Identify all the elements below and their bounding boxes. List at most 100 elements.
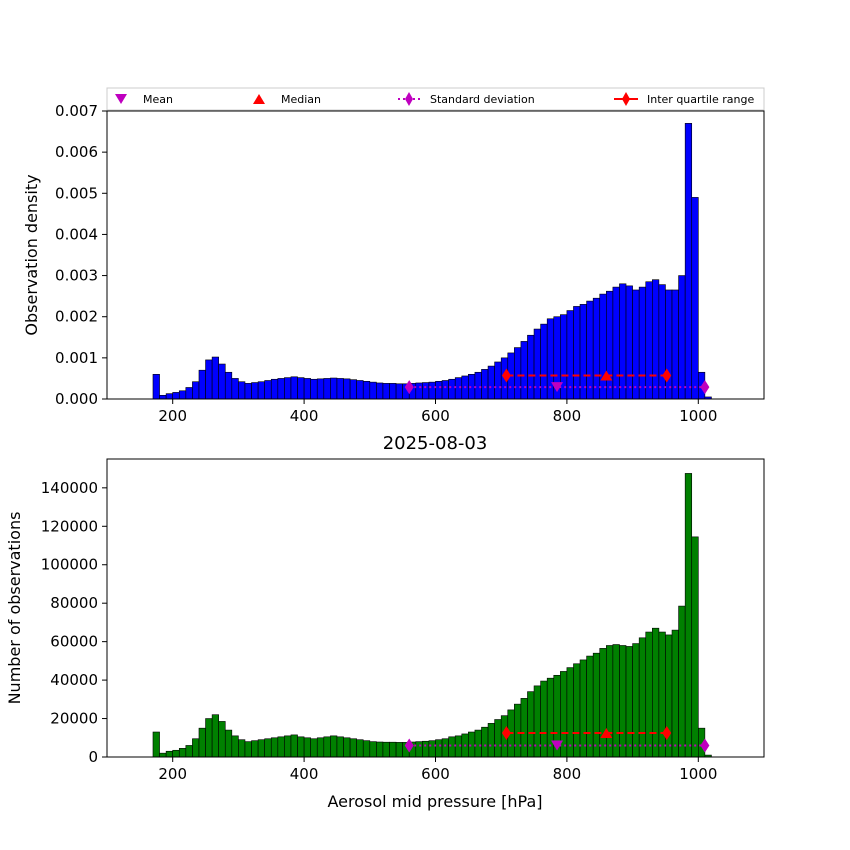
count-bar bbox=[638, 637, 647, 758]
density-bar bbox=[658, 284, 666, 400]
count-bar bbox=[343, 737, 351, 758]
count-y-tick-label: 20000 bbox=[50, 710, 98, 728]
count-bar bbox=[178, 748, 187, 758]
density-y-tick-label: 0.007 bbox=[55, 102, 98, 120]
count-bar bbox=[192, 738, 200, 758]
count-bar bbox=[290, 734, 298, 758]
density-bar bbox=[362, 381, 371, 400]
density-bar bbox=[303, 378, 311, 400]
density-bar bbox=[330, 377, 338, 400]
count-y-tick-label: 60000 bbox=[50, 633, 98, 651]
count-bar bbox=[362, 740, 371, 758]
density-bar bbox=[638, 286, 647, 400]
density-y-tick-label: 0.005 bbox=[55, 184, 98, 202]
count-bar bbox=[566, 667, 574, 758]
count-bar bbox=[652, 627, 660, 758]
density-y-tick-label: 0.003 bbox=[55, 267, 98, 285]
density-bar bbox=[310, 378, 318, 400]
count-mean-marker bbox=[551, 740, 564, 751]
count-bar bbox=[185, 745, 193, 758]
legend-mean-label: Mean bbox=[143, 93, 173, 106]
count-bar bbox=[330, 735, 338, 758]
legend-std-label: Standard deviation bbox=[430, 93, 535, 106]
count-bar bbox=[336, 736, 344, 758]
density-iqr-high-marker bbox=[662, 368, 672, 383]
count-bar bbox=[619, 645, 627, 758]
density-bar bbox=[211, 356, 219, 400]
density-y-tick-label: 0.000 bbox=[55, 390, 98, 408]
count-bar bbox=[270, 737, 279, 758]
density-bar bbox=[231, 378, 239, 400]
density-bar bbox=[198, 369, 206, 400]
count-bar bbox=[612, 644, 620, 758]
count-y-tick-label: 100000 bbox=[41, 556, 98, 574]
density-bar bbox=[573, 306, 581, 400]
density-bar bbox=[533, 328, 541, 400]
density-bar bbox=[172, 392, 180, 400]
density-bar bbox=[251, 382, 259, 400]
density-bar bbox=[244, 383, 252, 400]
count-bar bbox=[428, 740, 436, 758]
density-std-high-marker bbox=[700, 380, 710, 395]
count-bar bbox=[159, 752, 167, 758]
count-bar bbox=[224, 729, 233, 758]
count-y-tick-label: 140000 bbox=[41, 479, 98, 497]
density-bar bbox=[277, 378, 285, 400]
count-bar bbox=[349, 738, 357, 758]
density-bar bbox=[435, 381, 443, 400]
count-std-low-marker bbox=[404, 738, 414, 753]
count-bar bbox=[645, 631, 653, 758]
density-bar bbox=[586, 300, 594, 400]
legend: Mean Median Standard deviation Inter qua… bbox=[106, 87, 765, 111]
density-x-tick-label: 1000 bbox=[679, 407, 717, 425]
count-bar bbox=[395, 742, 403, 758]
density-x-tick-label: 200 bbox=[158, 407, 187, 425]
count-bar bbox=[257, 739, 265, 758]
count-bar bbox=[573, 663, 581, 758]
count-bar bbox=[244, 741, 252, 758]
density-median-marker bbox=[600, 370, 613, 381]
density-stat-markers bbox=[404, 368, 710, 395]
density-bar bbox=[264, 380, 272, 400]
density-bar bbox=[566, 310, 574, 400]
density-bar bbox=[671, 289, 679, 400]
count-bar bbox=[658, 631, 666, 758]
count-bar bbox=[684, 473, 693, 758]
density-bar bbox=[520, 341, 528, 400]
count-bar bbox=[284, 735, 292, 758]
density-bar bbox=[579, 304, 587, 400]
count-bar bbox=[527, 691, 535, 758]
density-bar bbox=[270, 378, 279, 400]
density-bar bbox=[428, 381, 436, 400]
density-y-tick-label: 0.002 bbox=[55, 308, 98, 326]
density-bar bbox=[481, 369, 489, 400]
count-std-high-marker bbox=[700, 738, 710, 753]
density-bar bbox=[527, 334, 535, 400]
count-bar bbox=[218, 721, 226, 758]
count-bar bbox=[632, 643, 640, 758]
count-bar bbox=[448, 736, 456, 758]
count-bar bbox=[599, 648, 607, 758]
count-bar bbox=[389, 741, 397, 758]
count-bar bbox=[152, 731, 160, 758]
count-bar bbox=[520, 698, 528, 758]
density-bar bbox=[343, 378, 351, 400]
density-iqr-low-marker bbox=[501, 368, 511, 383]
count-bar bbox=[691, 536, 699, 758]
density-bar bbox=[395, 383, 403, 400]
count-bar bbox=[678, 605, 686, 758]
count-y-axis-label: Number of observations bbox=[5, 512, 24, 705]
count-bar bbox=[303, 737, 311, 758]
density-std-low-marker bbox=[404, 380, 414, 395]
density-bar bbox=[645, 281, 653, 400]
count-bar bbox=[310, 738, 318, 758]
count-y-tick-label: 0 bbox=[88, 748, 98, 766]
count-stat-markers bbox=[404, 725, 710, 753]
density-bar bbox=[205, 359, 213, 400]
density-y-tick-label: 0.004 bbox=[55, 225, 98, 243]
count-bar bbox=[474, 729, 482, 758]
density-bar bbox=[625, 285, 633, 400]
count-bar bbox=[560, 671, 568, 758]
count-x-axis-label: Aerosol mid pressure [hPa] bbox=[327, 792, 542, 811]
